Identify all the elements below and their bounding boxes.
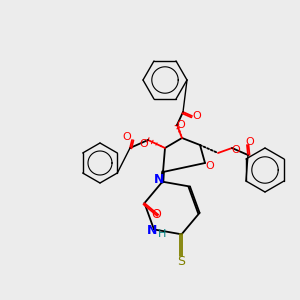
Text: O: O <box>140 139 148 149</box>
Text: O: O <box>151 208 161 221</box>
Text: N: N <box>147 224 157 237</box>
Text: N: N <box>154 173 165 186</box>
Text: S: S <box>178 255 186 268</box>
Text: O: O <box>246 137 254 147</box>
Text: O: O <box>193 111 201 121</box>
Text: O: O <box>206 161 214 171</box>
Text: O: O <box>123 132 131 142</box>
Text: O: O <box>177 120 185 130</box>
Text: O: O <box>232 145 240 155</box>
Text: H: H <box>158 230 166 239</box>
